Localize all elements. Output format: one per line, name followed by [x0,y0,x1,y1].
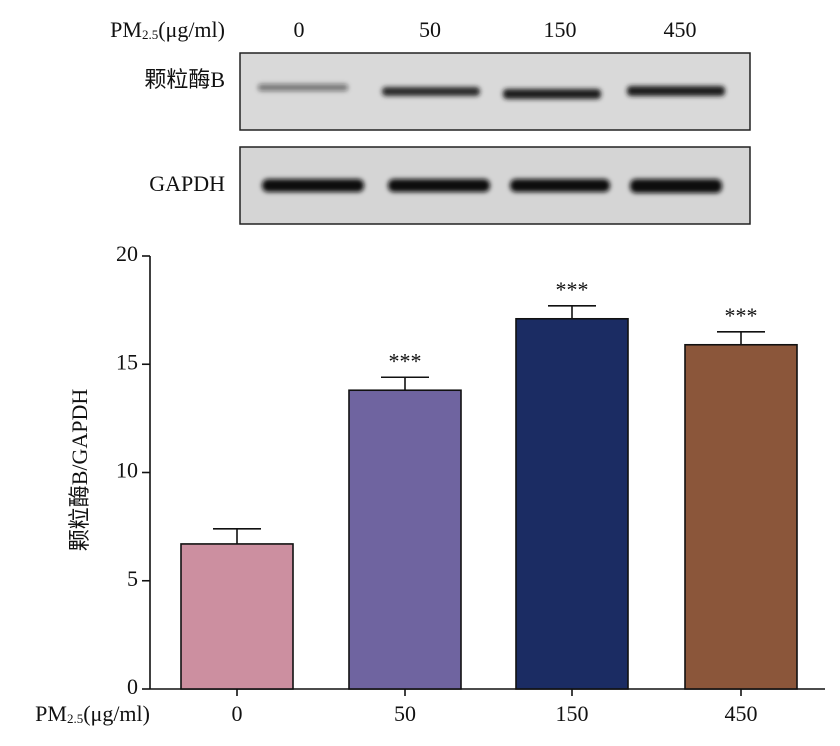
significance-label: *** [725,303,758,328]
bar [348,389,462,690]
blot-header: PM2.5(μg/ml) [110,17,225,42]
y-axis-label: 颗粒酶B/GAPDH [67,389,92,552]
lane-label: 50 [419,17,441,42]
significance-label: *** [556,277,589,302]
blot-row-label: GAPDH [149,171,225,196]
lane-label: 150 [544,17,577,42]
lane-label: 0 [294,17,305,42]
x-tick-label: 50 [394,701,416,726]
y-tick-label: 20 [116,241,138,266]
blot-header-sub: 2.5 [142,27,158,42]
x-tick-label: 450 [725,701,758,726]
y-tick-label: 5 [127,566,138,591]
x-label-sub: 2.5 [67,711,83,726]
y-tick-label: 10 [116,458,138,483]
x-axis-label: PM2.5(μg/ml) [35,701,150,726]
blot-panel [239,52,751,225]
bar-chart: 颗粒酶B/GAPDH PM2.5(μg/ml) [35,389,150,726]
y-tick-label: 15 [116,349,138,374]
lane-label: 450 [664,17,697,42]
x-tick-label: 150 [556,701,589,726]
blot-row-label: 颗粒酶B [144,67,225,92]
bar [684,343,798,690]
significance-label: *** [389,348,422,373]
y-tick-label: 0 [127,674,138,699]
blot-header-main: PM [110,17,142,42]
x-label-unit: (μg/ml) [83,701,150,726]
bar [515,317,629,690]
x-tick-label: 0 [232,701,243,726]
blot-header-unit: (μg/ml) [158,17,225,42]
x-label-main: PM [35,701,67,726]
bar [180,543,294,690]
